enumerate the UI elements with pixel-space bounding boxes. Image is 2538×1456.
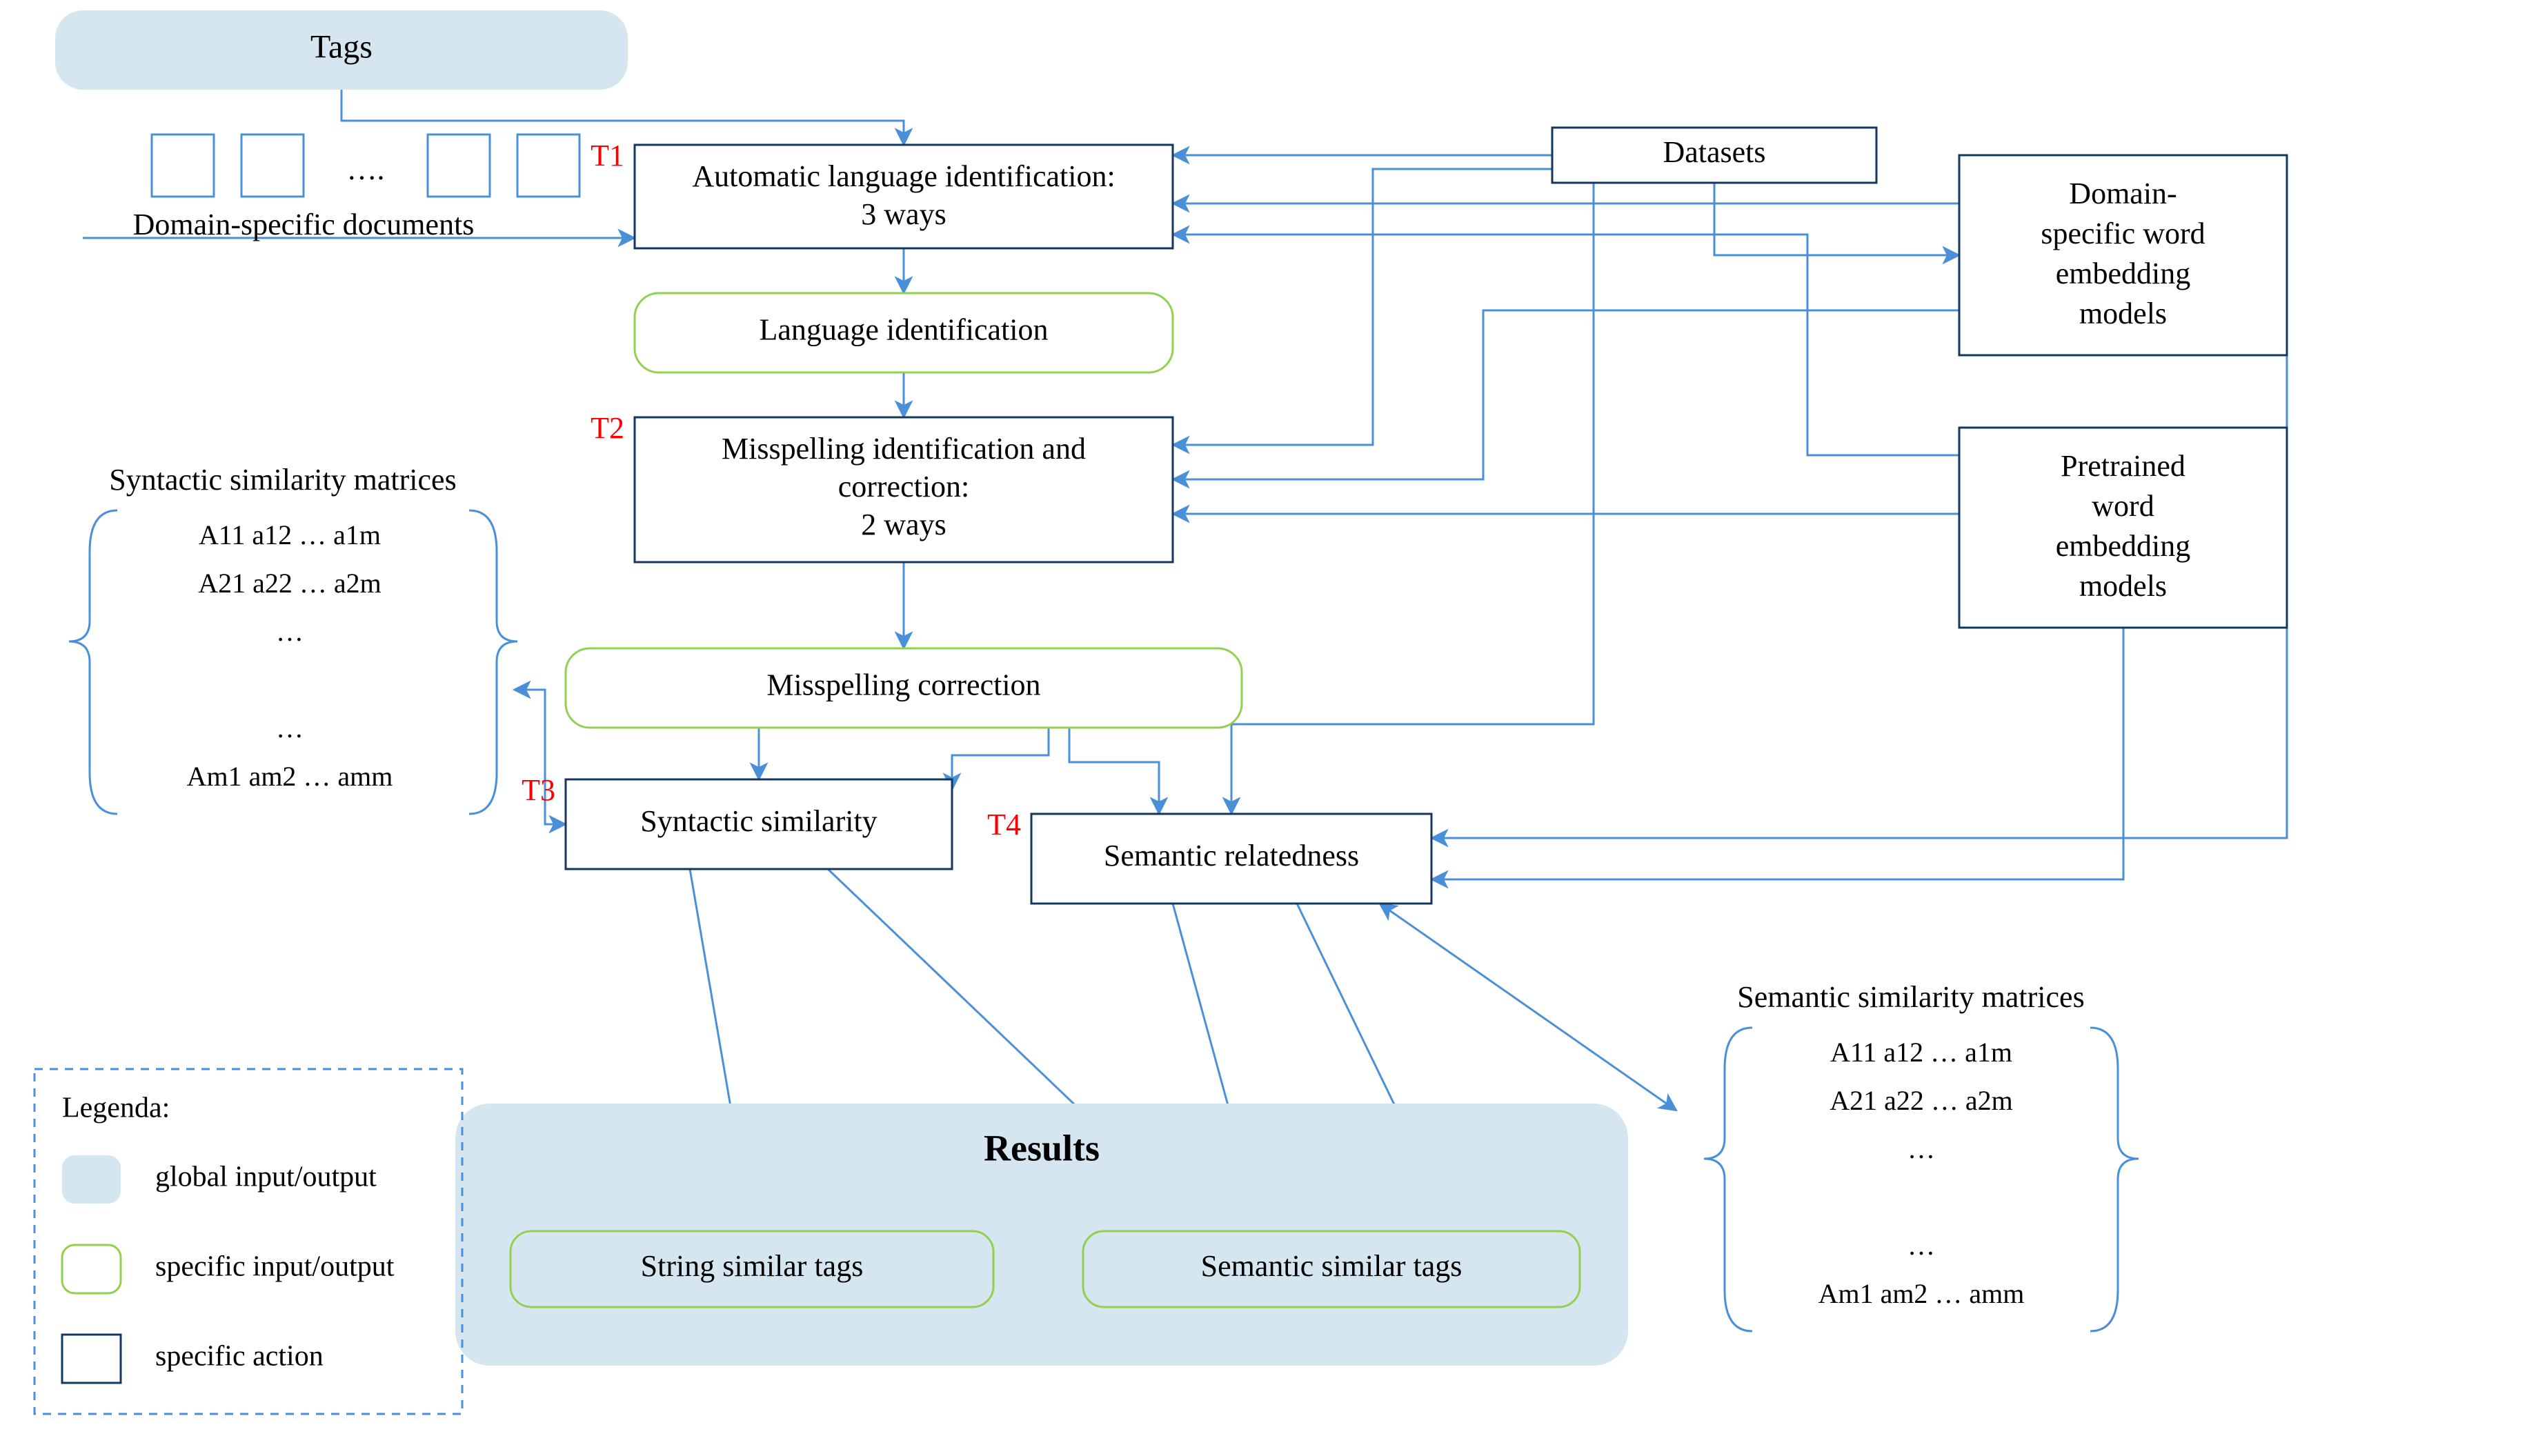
svg-text:Am1 am2 … amm: Am1 am2 … amm — [187, 761, 393, 792]
svg-text:specific input/output: specific input/output — [155, 1251, 395, 1283]
svg-text:Misspelling identification and: Misspelling identification and — [722, 432, 1086, 466]
svg-text:Automatic language identificat: Automatic language identification: — [692, 159, 1115, 193]
svg-text:Syntactic similarity: Syntactic similarity — [640, 804, 877, 838]
svg-text:specific action: specific action — [155, 1341, 324, 1373]
doc-icon — [241, 134, 304, 197]
svg-text:A21 a22 … a2m: A21 a22 … a2m — [1830, 1085, 2013, 1116]
brace-left — [69, 510, 117, 814]
edge — [1173, 235, 1959, 455]
svg-text:models: models — [2079, 569, 2167, 603]
legend-swatch-filled — [62, 1155, 121, 1204]
doc-icon — [152, 134, 214, 197]
edge — [1173, 169, 1552, 445]
flowchart-diagram: Tags …. Domain-specific documents Automatic… — [0, 0, 2538, 1456]
svg-text:global input/output: global input/output — [155, 1161, 377, 1193]
edge — [1714, 183, 1959, 255]
svg-text:…: … — [1907, 1230, 1935, 1261]
svg-text:…: … — [1907, 1133, 1935, 1164]
svg-text:models: models — [2079, 297, 2167, 330]
svg-text:….: …. — [347, 152, 385, 186]
edge — [1431, 628, 2123, 879]
svg-text:Semantic similar tags: Semantic similar tags — [1201, 1249, 1463, 1283]
edge — [952, 728, 1049, 790]
svg-text:Semantic similarity matrices: Semantic similarity matrices — [1737, 980, 2084, 1014]
edge — [1069, 728, 1159, 814]
brace-right — [469, 510, 517, 814]
svg-text:word: word — [2092, 489, 2154, 523]
svg-text:embedding: embedding — [2056, 529, 2191, 563]
svg-text:2 ways: 2 ways — [861, 508, 946, 541]
edge-double — [1380, 904, 1676, 1110]
svg-text:Pretrained: Pretrained — [2061, 449, 2185, 483]
svg-text:correction:: correction: — [838, 470, 970, 503]
svg-text:Misspelling correction: Misspelling correction — [766, 668, 1040, 702]
svg-text:3 ways: 3 ways — [861, 197, 946, 231]
svg-text:…: … — [276, 712, 304, 744]
brace-right — [2090, 1028, 2139, 1331]
svg-text:String similar tags: String similar tags — [641, 1249, 864, 1283]
svg-text:Syntactic similarity matrices: Syntactic similarity matrices — [109, 463, 456, 497]
svg-text:Language identification: Language identification — [759, 313, 1048, 347]
edge — [341, 90, 904, 145]
edge — [1231, 183, 1594, 814]
doc-icon — [517, 134, 579, 197]
svg-text:embedding: embedding — [2056, 257, 2191, 290]
svg-text:T2: T2 — [591, 411, 624, 445]
doc-icon — [428, 134, 490, 197]
brace-left — [1704, 1028, 1752, 1331]
legend-swatch-dark — [62, 1335, 121, 1383]
svg-text:T3: T3 — [522, 773, 555, 807]
edge — [1173, 310, 1959, 479]
svg-text:T4: T4 — [987, 808, 1021, 841]
svg-text:Domain-: Domain- — [2069, 177, 2177, 210]
svg-text:Am1 am2 … amm: Am1 am2 … amm — [1818, 1278, 2025, 1309]
svg-text:T1: T1 — [591, 139, 624, 172]
svg-text:specific word: specific word — [2041, 217, 2205, 250]
svg-text:Legenda:: Legenda: — [62, 1093, 170, 1124]
svg-text:Datasets: Datasets — [1663, 135, 1765, 169]
svg-text:A11 a12 … a1m: A11 a12 … a1m — [1830, 1037, 2012, 1068]
svg-text:…: … — [276, 616, 304, 647]
svg-text:Semantic relatedness: Semantic relatedness — [1104, 839, 1359, 872]
svg-text:Domain-specific documents: Domain-specific documents — [133, 208, 475, 241]
svg-text:Results: Results — [984, 1127, 1100, 1168]
svg-text:Tags: Tags — [310, 29, 373, 66]
svg-text:A21 a22 … a2m: A21 a22 … a2m — [198, 568, 381, 599]
legend-swatch-green — [62, 1245, 121, 1293]
svg-text:A11 a12 … a1m: A11 a12 … a1m — [199, 519, 381, 550]
